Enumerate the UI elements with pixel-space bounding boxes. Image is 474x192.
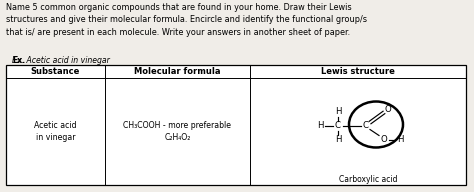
Text: O: O	[381, 135, 387, 144]
Text: C: C	[363, 121, 369, 130]
Text: Carboxylic acid: Carboxylic acid	[339, 175, 397, 184]
Text: O: O	[384, 105, 392, 114]
Text: Lewis structure: Lewis structure	[321, 67, 395, 76]
Text: Ex.: Ex.	[12, 56, 25, 65]
Text: C: C	[335, 121, 341, 130]
Text: Substance: Substance	[31, 67, 80, 76]
Bar	[6, 65, 466, 185]
Text: Name 5 common organic compounds that are found in your home. Draw their Lewis
st: Name 5 common organic compounds that are…	[6, 3, 367, 37]
Text: Ex. Acetic acid in vinegar: Ex. Acetic acid in vinegar	[12, 56, 110, 65]
Text: Acetic acid
in vinegar: Acetic acid in vinegar	[34, 121, 77, 142]
Text: Molecular formula: Molecular formula	[134, 67, 221, 76]
Text: H: H	[335, 107, 341, 116]
Text: C₂H₄O₂: C₂H₄O₂	[164, 133, 191, 142]
Text: H: H	[317, 121, 323, 130]
Text: CH₃COOH - more preferable: CH₃COOH - more preferable	[124, 121, 231, 130]
Text: H: H	[335, 135, 341, 144]
Text: H: H	[397, 135, 403, 144]
Ellipse shape	[349, 102, 403, 147]
